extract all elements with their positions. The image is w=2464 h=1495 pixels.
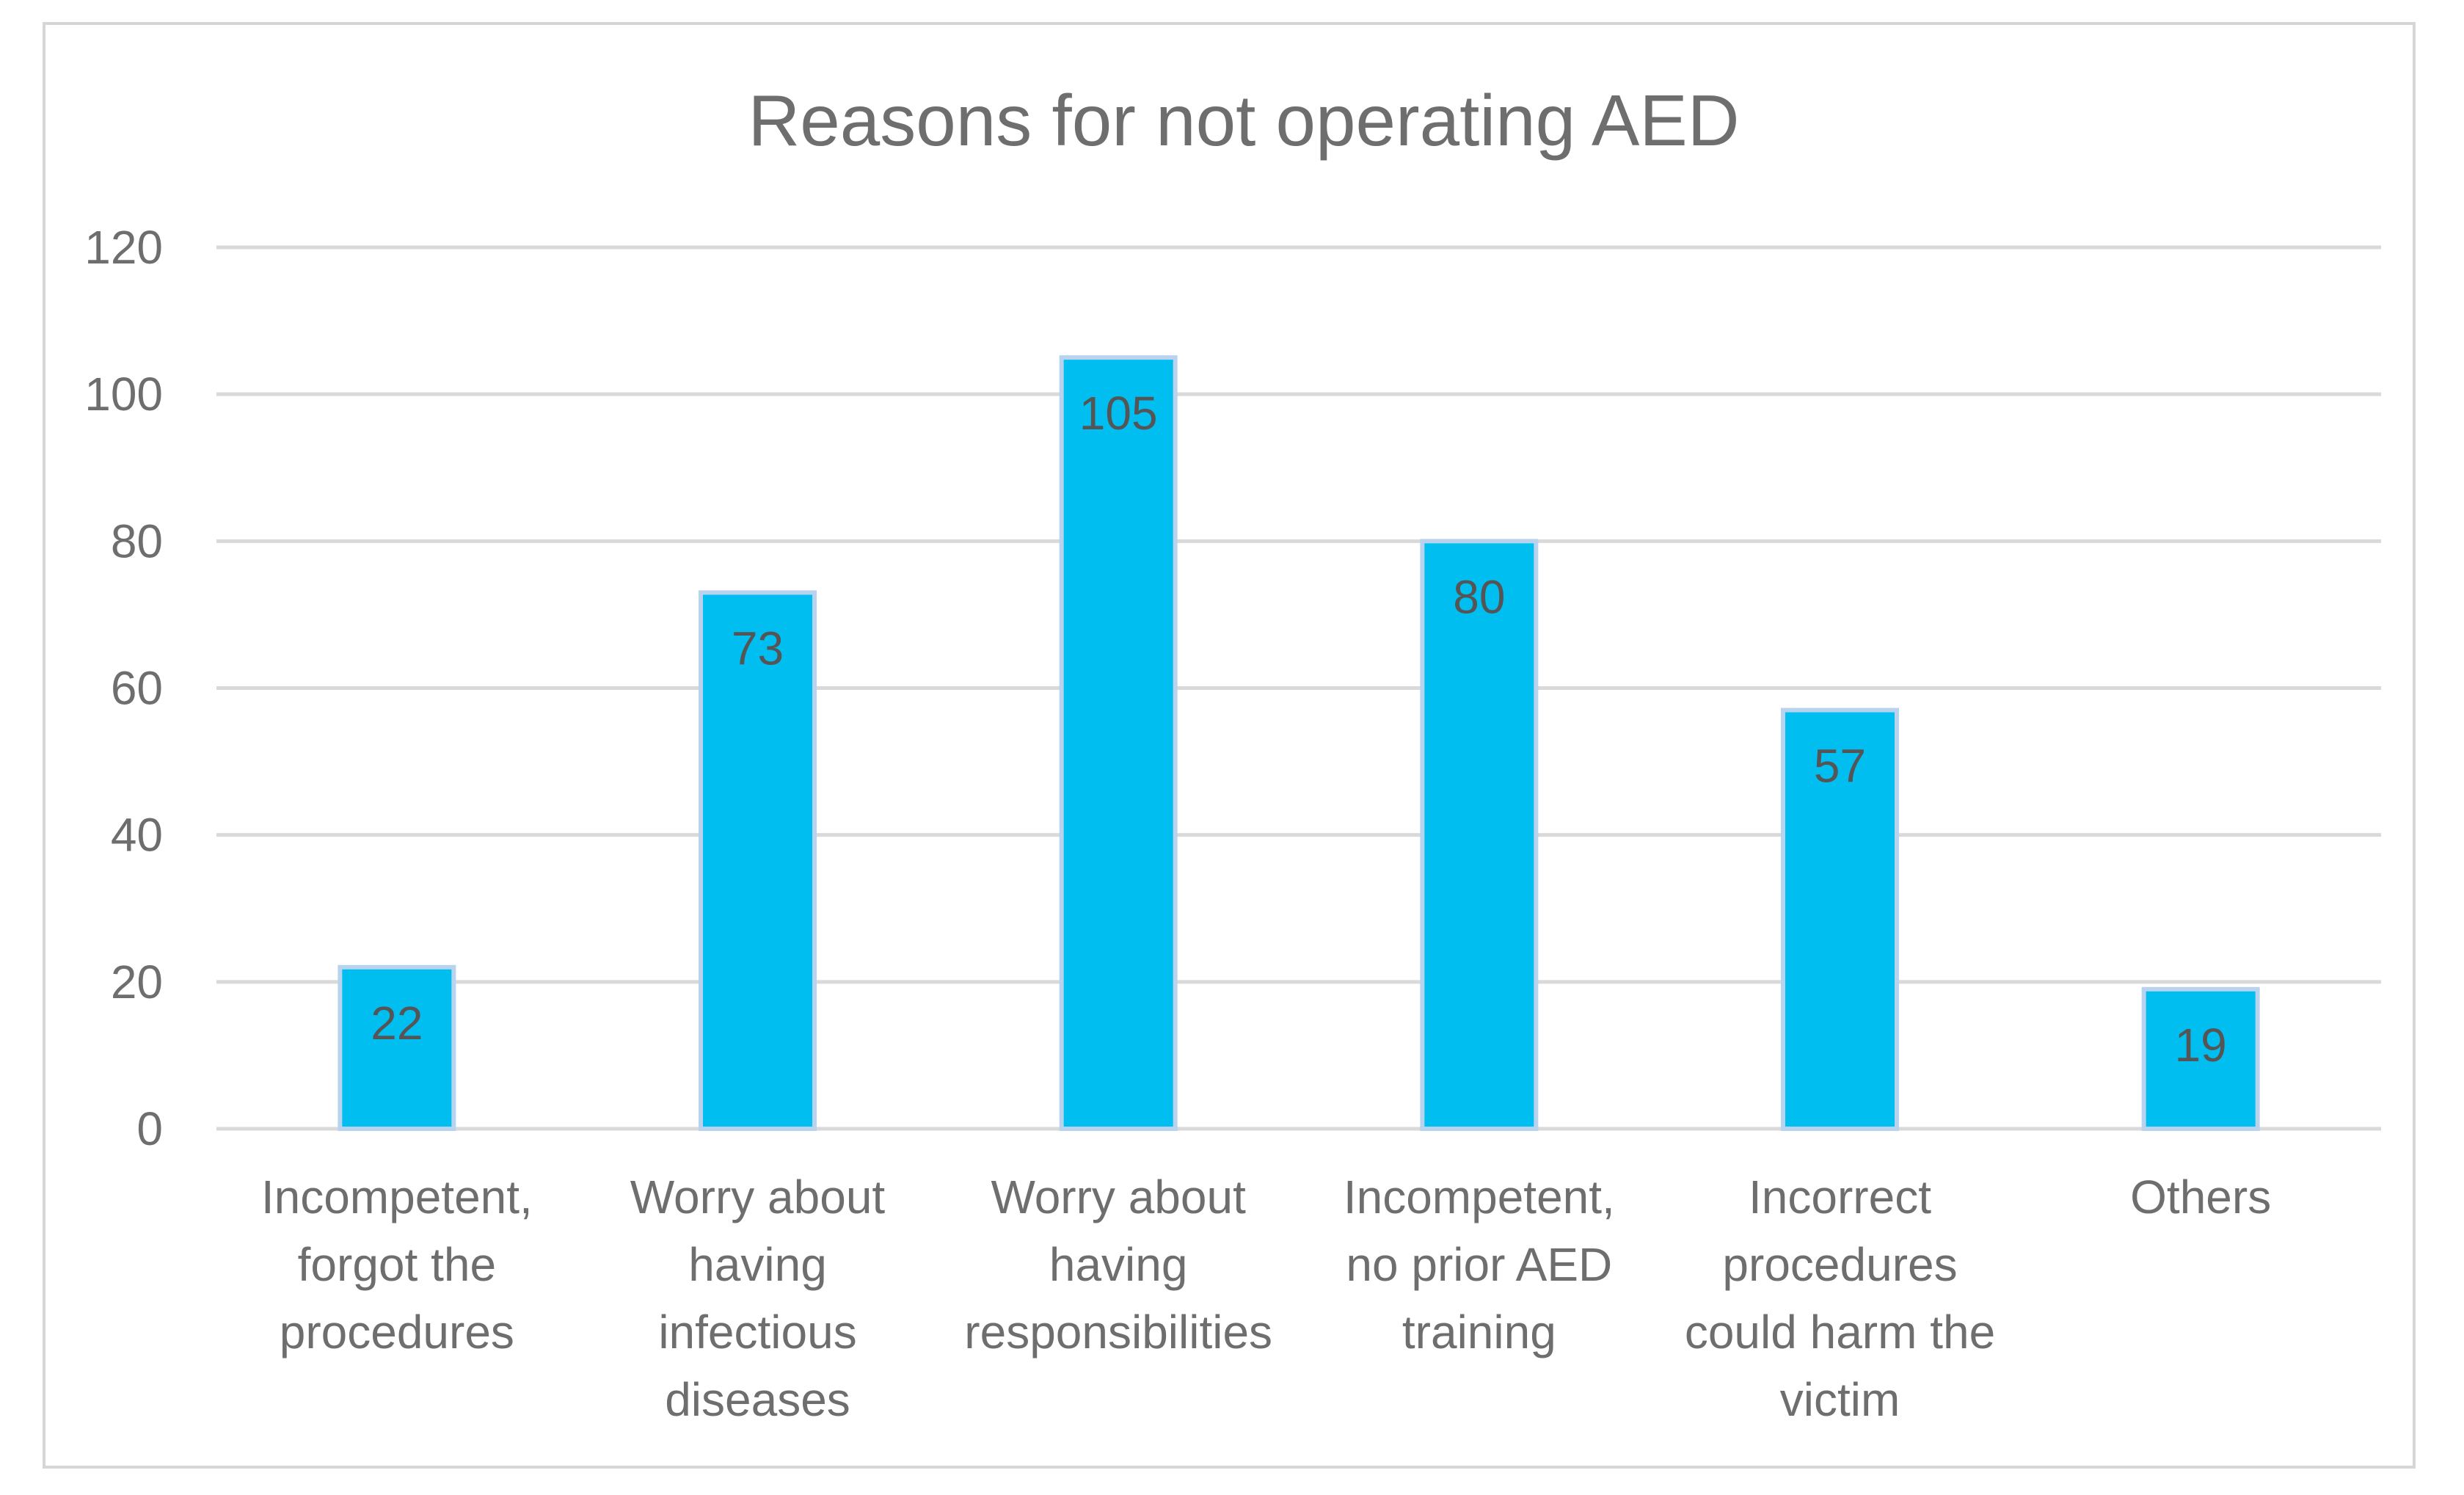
y-tick-label: 60 [111, 662, 163, 715]
data-label: 73 [732, 622, 784, 674]
x-category-label: procedures [1722, 1238, 1957, 1291]
chart-frame [43, 22, 2416, 1469]
x-category-label: forgot the [298, 1238, 496, 1291]
chart-title: Reasons for not operating AED [748, 80, 1739, 161]
x-category-label: Incompetent, [1344, 1171, 1615, 1223]
x-category-label: procedures [280, 1306, 514, 1358]
data-label: 57 [1814, 740, 1866, 793]
x-category-label: having [688, 1238, 827, 1291]
bar [338, 964, 456, 1131]
y-tick-label: 120 [84, 221, 163, 274]
x-category-label: diseases [665, 1373, 850, 1426]
x-category-label: training [1402, 1306, 1556, 1358]
x-category-label: responsibilities [964, 1306, 1272, 1358]
data-labels: 22 73 105 80 57 19 [371, 387, 2227, 1072]
x-category-label: Incompetent, [261, 1171, 533, 1223]
x-category-label: infectious [658, 1306, 856, 1358]
x-category-label: victim [1780, 1373, 1900, 1426]
bar [2141, 986, 2260, 1132]
data-label: 80 [1453, 570, 1505, 623]
y-tick-label: 100 [84, 368, 163, 421]
y-tick-label: 80 [111, 514, 163, 567]
bars [338, 355, 2260, 1132]
x-category-label: Worry about [991, 1171, 1246, 1223]
x-axis-categories: Incompetent, forgot the procedures Worry ab… [261, 1171, 2271, 1426]
y-tick-label: 20 [111, 956, 163, 1008]
x-category-label: could harm the [1685, 1306, 1995, 1358]
x-category-label: Incorrect [1749, 1171, 1931, 1223]
bar [1059, 355, 1178, 1131]
x-category-label: Worry about [630, 1171, 886, 1223]
data-label: 19 [2175, 1019, 2227, 1072]
y-tick-label: 40 [111, 809, 163, 862]
bar [1781, 708, 1899, 1131]
x-category-label: no prior AED [1346, 1238, 1612, 1291]
y-tick-label: 0 [136, 1102, 163, 1155]
data-label: 22 [371, 997, 423, 1050]
y-axis-ticks: 0 20 40 60 80 100 120 [84, 221, 163, 1155]
x-category-label: having [1049, 1238, 1188, 1291]
gridlines [216, 245, 2381, 1131]
bar [699, 590, 817, 1131]
data-label: 105 [1079, 387, 1158, 440]
x-category-label: Others [2130, 1171, 2271, 1223]
bar [1420, 539, 1539, 1131]
